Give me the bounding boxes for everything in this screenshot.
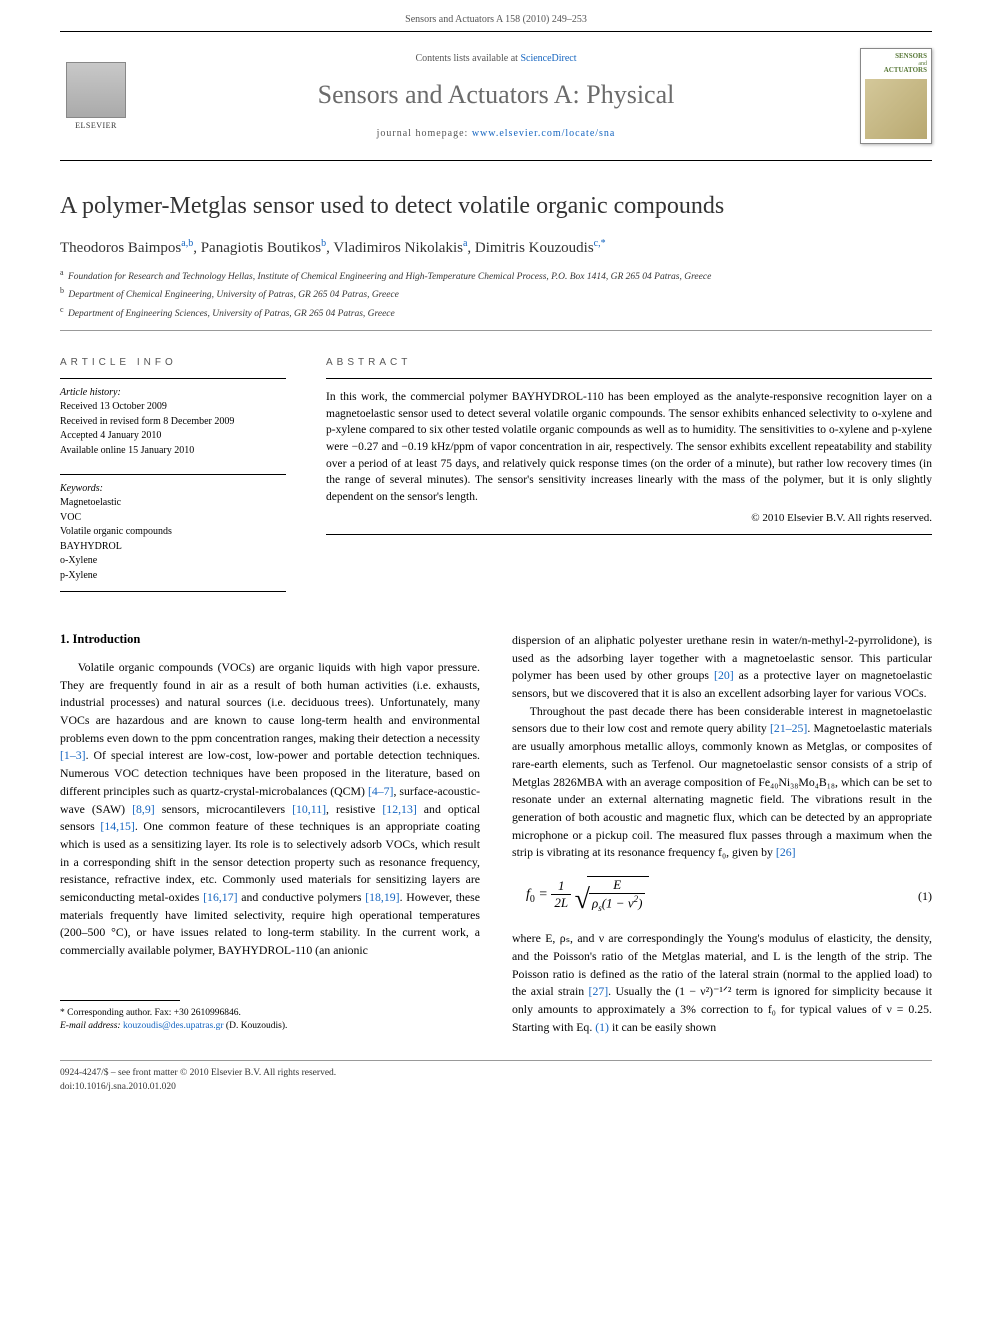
keyword-line: BAYHYDROL xyxy=(60,540,286,555)
history-label: Article history: xyxy=(60,387,286,398)
section-1-heading: 1. Introduction xyxy=(60,632,480,647)
affiliation-line: a Foundation for Research and Technology… xyxy=(60,267,932,285)
publisher-name: ELSEVIER xyxy=(75,121,117,130)
keyword-line: o-Xylene xyxy=(60,554,286,569)
publisher-logo: ELSEVIER xyxy=(60,56,132,136)
email-label: E-mail address: xyxy=(60,1021,123,1031)
email-suffix: (D. Kouzoudis). xyxy=(224,1021,288,1031)
contents-available-line: Contents lists available at ScienceDirec… xyxy=(152,53,840,64)
keyword-line: p-Xylene xyxy=(60,569,286,584)
running-header: Sensors and Actuators A 158 (2010) 249–2… xyxy=(0,0,992,31)
masthead-center: Contents lists available at ScienceDirec… xyxy=(152,53,840,139)
footer-line-1: 0924-4247/$ – see front matter © 2010 El… xyxy=(60,1067,932,1080)
history-line: Received in revised form 8 December 2009 xyxy=(60,415,286,430)
abstract-copyright: © 2010 Elsevier B.V. All rights reserved… xyxy=(326,512,932,535)
affiliations: a Foundation for Research and Technology… xyxy=(60,267,932,322)
body-column-left: 1. Introduction Volatile organic compoun… xyxy=(60,632,480,1036)
keyword-line: Magnetoelastic xyxy=(60,496,286,511)
cover-image-icon xyxy=(865,79,927,139)
running-header-text: Sensors and Actuators A 158 (2010) 249–2… xyxy=(405,14,587,25)
body-paragraph: dispersion of an aliphatic polyester ure… xyxy=(512,632,932,703)
sciencedirect-link[interactable]: ScienceDirect xyxy=(520,53,576,64)
body-paragraph: Throughout the past decade there has bee… xyxy=(512,703,932,862)
email-footnote: E-mail address: kouzoudis@des.upatras.gr… xyxy=(60,1020,480,1033)
journal-homepage-link[interactable]: www.elsevier.com/locate/sna xyxy=(472,128,616,139)
article-main: A polymer-Metglas sensor used to detect … xyxy=(60,161,932,1036)
affiliation-line: b Department of Chemical Engineering, Un… xyxy=(60,285,932,303)
page-footer: 0924-4247/$ – see front matter © 2010 El… xyxy=(60,1060,932,1094)
body-columns: 1. Introduction Volatile organic compoun… xyxy=(60,632,932,1036)
article-info-heading: ARTICLE INFO xyxy=(60,357,286,368)
cover-title-2: ACTUATORS xyxy=(865,67,927,75)
keyword-line: VOC xyxy=(60,511,286,526)
article-title: A polymer-Metglas sensor used to detect … xyxy=(60,193,932,220)
cover-title-1: SENSORS xyxy=(865,53,927,61)
info-abstract-row: ARTICLE INFO Article history: Received 1… xyxy=(60,341,932,592)
body-paragraph: Volatile organic compounds (VOCs) are or… xyxy=(60,659,480,960)
equation-1: f0 = 12L √Eρs(1 − ν2) xyxy=(512,876,918,916)
journal-cover-thumbnail: SENSORS and ACTUATORS xyxy=(860,48,932,144)
body-column-right: dispersion of an aliphatic polyester ure… xyxy=(512,632,932,1036)
contents-prefix: Contents lists available at xyxy=(415,53,520,64)
homepage-prefix: journal homepage: xyxy=(377,128,472,139)
author-email-link[interactable]: kouzoudis@des.upatras.gr xyxy=(123,1021,224,1031)
keyword-line: Volatile organic compounds xyxy=(60,525,286,540)
corresponding-author-footnote: * Corresponding author. Fax: +30 2610996… xyxy=(60,1007,480,1020)
masthead: ELSEVIER Contents lists available at Sci… xyxy=(60,32,932,160)
equation-1-row: f0 = 12L √Eρs(1 − ν2) (1) xyxy=(512,876,932,916)
keywords-label: Keywords: xyxy=(60,483,286,494)
elsevier-tree-icon xyxy=(66,62,126,118)
abstract-text: In this work, the commercial polymer BAY… xyxy=(326,378,932,506)
journal-homepage-line: journal homepage: www.elsevier.com/locat… xyxy=(152,128,840,139)
abstract-heading: ABSTRACT xyxy=(326,357,932,368)
journal-title: Sensors and Actuators A: Physical xyxy=(152,80,840,110)
affiliation-line: c Department of Engineering Sciences, Un… xyxy=(60,304,932,322)
abstract-column: ABSTRACT In this work, the commercial po… xyxy=(326,357,932,592)
article-history-block: Article history: Received 13 October 200… xyxy=(60,378,286,458)
history-line: Accepted 4 January 2010 xyxy=(60,429,286,444)
affil-rule xyxy=(60,330,932,331)
article-info-column: ARTICLE INFO Article history: Received 1… xyxy=(60,357,286,592)
keywords-block: Keywords: MagnetoelasticVOCVolatile orga… xyxy=(60,474,286,592)
history-line: Received 13 October 2009 xyxy=(60,400,286,415)
authors-line: Theodoros Baimposa,b, Panagiotis Boutiko… xyxy=(60,238,932,257)
footnote-separator xyxy=(60,1000,180,1001)
equation-number: (1) xyxy=(918,889,932,904)
body-paragraph: where E, ρₛ, and ν are correspondingly t… xyxy=(512,930,932,1036)
footer-doi: doi:10.1016/j.sna.2010.01.020 xyxy=(60,1081,932,1094)
history-line: Available online 15 January 2010 xyxy=(60,444,286,459)
